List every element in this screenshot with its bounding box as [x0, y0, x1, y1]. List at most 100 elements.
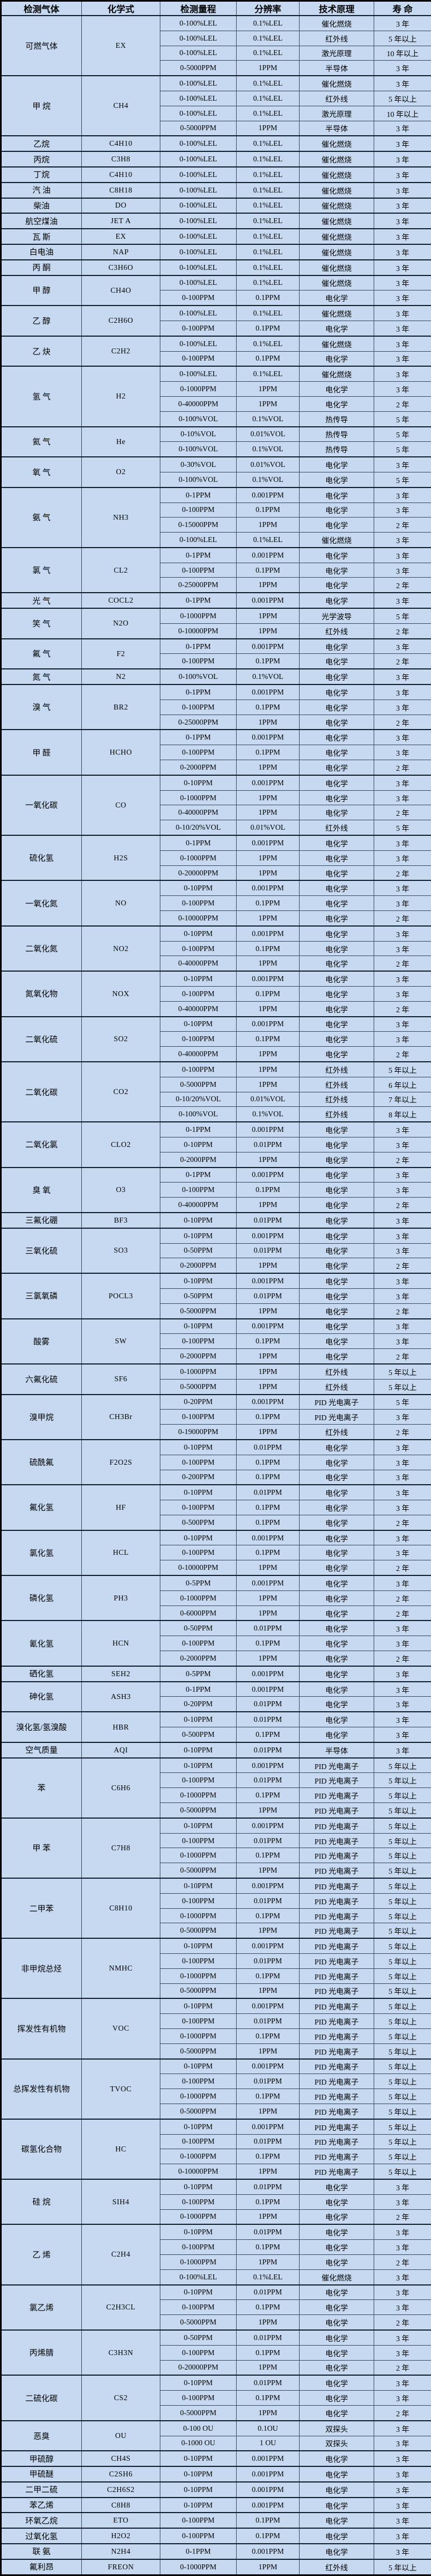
principle-cell: 电化学 [300, 1697, 374, 1712]
lifespan-cell: 5 年以上 [374, 1954, 431, 1969]
formula-cell: H2 [82, 366, 160, 426]
range-cell: 0-100PPM [160, 987, 237, 1002]
lifespan-cell: 3 年 [374, 1682, 431, 1697]
principle-cell: 电化学 [300, 2330, 374, 2345]
principle-cell: 电化学 [300, 2285, 374, 2300]
range-cell: 0-19000PPM [160, 1425, 237, 1440]
gas-name-cell: 氢 气 [1, 366, 82, 426]
lifespan-cell: 2 年 [374, 1198, 431, 1213]
formula-cell: SF6 [82, 1364, 160, 1395]
principle-cell: 电化学 [300, 1137, 374, 1152]
principle-cell: 电化学 [300, 1651, 374, 1666]
resolution-cell: 1PPM [237, 61, 300, 76]
principle-cell: 电化学 [300, 1545, 374, 1560]
formula-cell: N2H4 [82, 2544, 160, 2559]
principle-cell: PID 光电离子 [300, 2043, 374, 2058]
formula-cell: CH4S [82, 2451, 160, 2466]
lifespan-cell: 2 年 [374, 805, 431, 820]
formula-cell: C8H18 [82, 183, 160, 198]
resolution-cell: 0.01PPM [237, 2330, 300, 2345]
lifespan-cell: 3 年 [374, 593, 431, 608]
range-cell: 0-10PPM [160, 1319, 237, 1334]
range-cell: 0-100PPM [160, 290, 237, 306]
range-cell: 0-100PPM [160, 1545, 237, 1560]
gas-name-cell: 臭 氧 [1, 1168, 82, 1213]
principle-cell: 电化学 [300, 2240, 374, 2255]
formula-cell: AQI [82, 1742, 160, 1758]
principle-cell: 红外线 [300, 820, 374, 835]
formula-cell: C2H4 [82, 2224, 160, 2284]
principle-cell: 红外线 [300, 2559, 374, 2575]
principle-cell: PID 光电离子 [300, 2134, 374, 2149]
range-cell: 0-50PPM [160, 2330, 237, 2345]
resolution-cell: 0.01PPM [237, 1621, 300, 1636]
resolution-cell: 1PPM [237, 2043, 300, 2058]
principle-cell: 电化学 [300, 1213, 374, 1228]
resolution-cell: 0.001PPM [237, 730, 300, 745]
resolution-cell: 1PPM [237, 1349, 300, 1364]
formula-cell: ETO [82, 2513, 160, 2528]
resolution-cell: 1PPM [237, 760, 300, 775]
principle-cell: 电化学 [300, 1515, 374, 1530]
principle-cell: 激光原理 [300, 106, 374, 121]
principle-cell: 光学波导 [300, 608, 374, 623]
lifespan-cell: 5 年以上 [374, 2074, 431, 2089]
principle-cell: PID 光电离子 [300, 1893, 374, 1908]
gas-name-cell: 甲硫醇 [1, 2451, 82, 2466]
resolution-cell: 0.001PPM [237, 880, 300, 895]
lifespan-cell: 2 年 [374, 1258, 431, 1273]
resolution-cell: 1PPM [237, 1152, 300, 1167]
range-cell: 0-100%LEL [160, 106, 237, 121]
principle-cell: 电化学 [300, 911, 374, 926]
range-cell: 0-100%LEL [160, 183, 237, 198]
lifespan-cell: 5 年以上 [374, 1893, 431, 1908]
range-cell: 0-10PPM [160, 1017, 237, 1032]
principle-cell: 电化学 [300, 1183, 374, 1198]
gas-name-cell: 氟利昂 [1, 2559, 82, 2575]
range-cell: 0-100PPM [160, 2194, 237, 2209]
principle-cell: 电化学 [300, 2544, 374, 2559]
range-cell: 0-10PPM [160, 2375, 237, 2390]
range-cell: 0-10PPM [160, 1818, 237, 1833]
lifespan-cell: 6 年以上 [374, 1077, 431, 1092]
principle-cell: PID 光电离子 [300, 2028, 374, 2043]
formula-cell: C2H6O [82, 306, 160, 336]
lifespan-cell: 2 年 [374, 911, 431, 926]
resolution-cell: 0.001PPM [237, 1395, 300, 1410]
principle-cell: 双探头 [300, 2436, 374, 2451]
formula-cell: CH3Br [82, 1395, 160, 1440]
formula-cell: OU [82, 2421, 160, 2451]
resolution-cell: 0.1%VOL [237, 411, 300, 426]
lifespan-cell: 3 年 [374, 850, 431, 865]
resolution-cell: 0.001PPM [237, 1273, 300, 1288]
lifespan-cell: 5 年以上 [374, 31, 431, 46]
lifespan-cell: 3 年 [374, 306, 431, 321]
resolution-cell: 0.1%LEL [237, 91, 300, 106]
range-cell: 0-100PPM [160, 700, 237, 715]
principle-cell: PID 光电离子 [300, 2104, 374, 2119]
lifespan-cell: 3 年 [374, 533, 431, 548]
principle-cell: PID 光电离子 [300, 1998, 374, 2013]
resolution-cell: 0.1PPM [237, 1968, 300, 1983]
lifespan-cell: 2 年 [374, 623, 431, 638]
range-cell: 0-40000PPM [160, 1047, 237, 1062]
resolution-cell: 0.01PPM [237, 1243, 300, 1258]
resolution-cell: 0.01PPM [237, 1833, 300, 1848]
range-cell: 0-1PPM [160, 1168, 237, 1183]
range-cell: 0-1000 OU [160, 2436, 237, 2451]
resolution-cell: 0.001PPM [237, 1878, 300, 1893]
lifespan-cell: 3 年 [374, 167, 431, 183]
lifespan-cell: 3 年 [374, 1485, 431, 1500]
resolution-cell: 0.01PPM [237, 2179, 300, 2194]
principle-cell: 电化学 [300, 1590, 374, 1605]
